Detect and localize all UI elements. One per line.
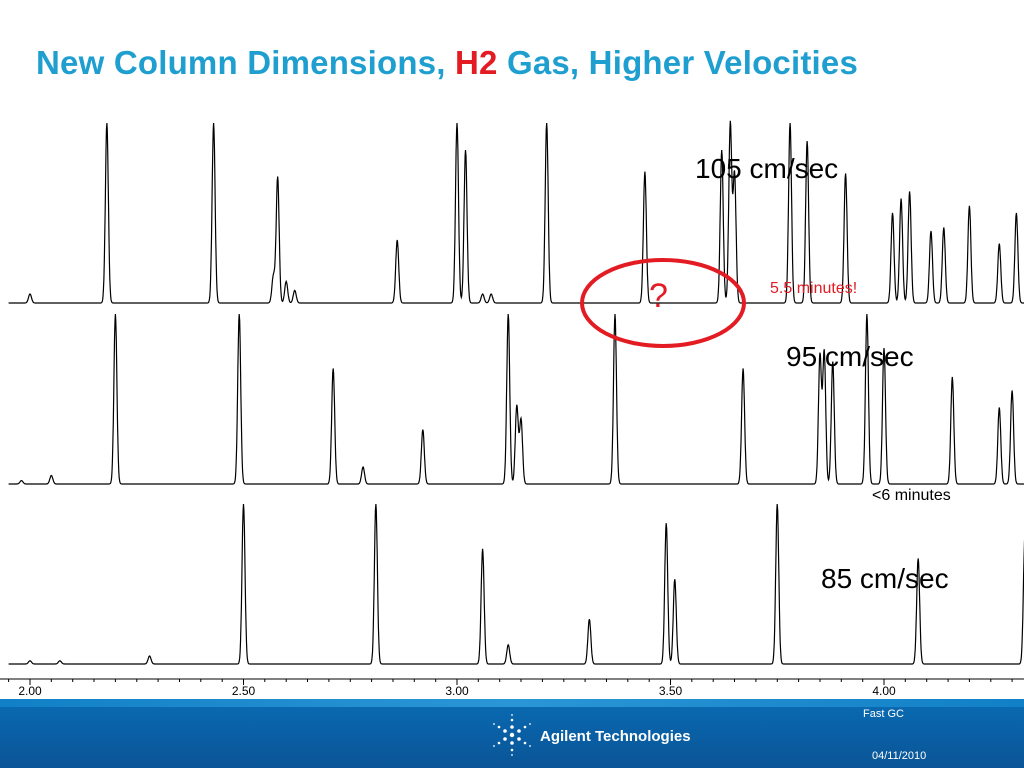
speed-label-105: 105 cm/sec <box>695 153 838 185</box>
agilent-spark-icon <box>492 713 532 757</box>
x-tick-label: 3.50 <box>659 684 683 698</box>
title-highlight-h2: H2 <box>455 44 498 81</box>
trace-95-cm-sec <box>9 314 1024 484</box>
note-under-6-minutes: <6 minutes <box>872 487 951 505</box>
chromatogram-chart: 2.002.503.003.504.004.505.005.506.006.50 <box>0 110 1024 700</box>
question-mark-label: ? <box>649 277 668 316</box>
speed-label-95: 95 cm/sec <box>786 341 914 373</box>
speed-label-85: 85 cm/sec <box>821 563 949 595</box>
x-tick-label: 4.00 <box>872 684 896 698</box>
footer-label: Fast GC <box>863 708 904 720</box>
x-tick-label: 2.50 <box>232 684 256 698</box>
company-name: Agilent Technologies <box>540 728 691 745</box>
x-tick-label: 3.00 <box>445 684 469 698</box>
title-part-1: New Column Dimensions, <box>36 44 455 81</box>
footer-date: 04/11/2010 <box>872 750 926 762</box>
footer-bar: Agilent Technologies Fast GC 04/11/2010 <box>0 699 1024 768</box>
footer-accent-band <box>0 699 1024 707</box>
x-tick-label: 2.00 <box>18 684 42 698</box>
note-5-5-minutes: 5.5 minutes! <box>770 280 857 298</box>
trace-105-cm-sec <box>9 121 1024 303</box>
title-part-2: Gas, Higher Velocities <box>498 44 858 81</box>
x-axis-ticks: 2.002.503.003.504.004.505.005.506.006.50 <box>9 679 1024 698</box>
slide-title: New Column Dimensions, H2 Gas, Higher Ve… <box>36 44 858 82</box>
